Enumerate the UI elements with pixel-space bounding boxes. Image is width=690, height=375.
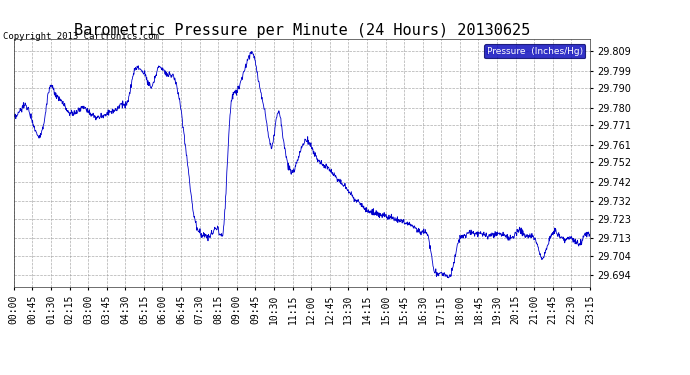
Legend: Pressure  (Inches/Hg): Pressure (Inches/Hg) [484,44,585,58]
Text: Copyright 2013 Cartronics.com: Copyright 2013 Cartronics.com [3,32,159,41]
Title: Barometric Pressure per Minute (24 Hours) 20130625: Barometric Pressure per Minute (24 Hours… [74,23,530,38]
